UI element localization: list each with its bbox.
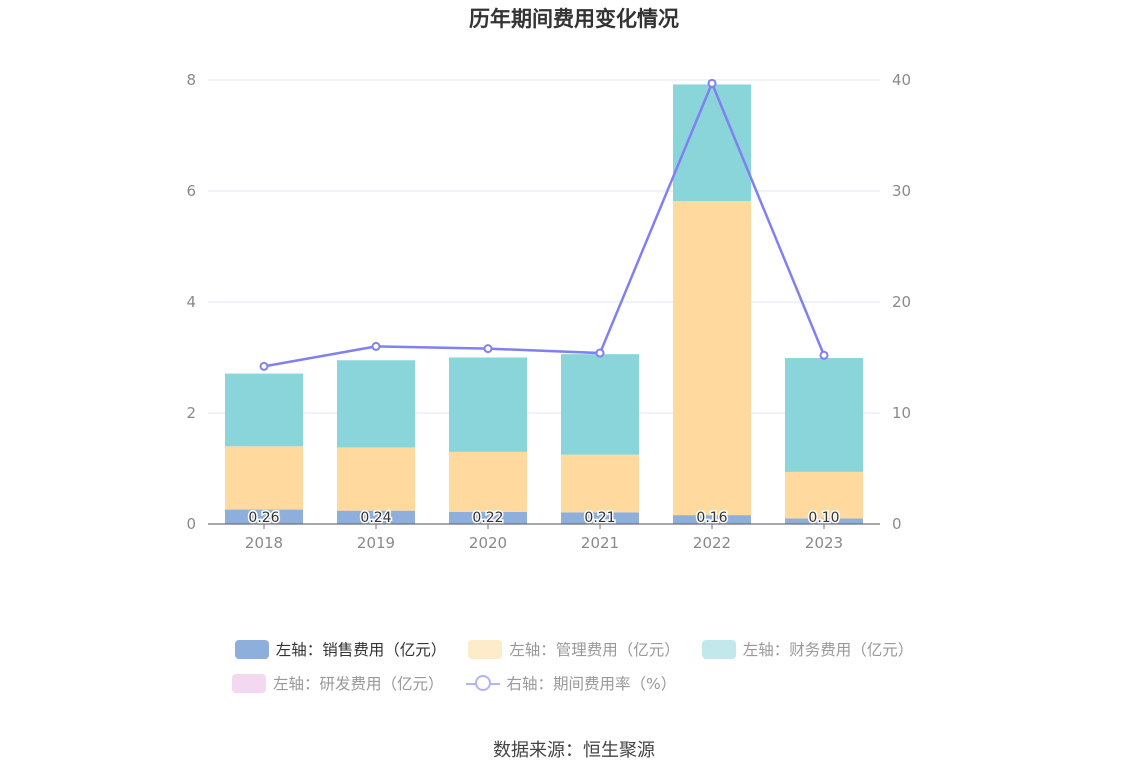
bar-data-label: 0.16 <box>696 510 727 526</box>
bar-data-label: 0.26 <box>248 510 279 526</box>
y-right-tick-label: 20 <box>892 293 911 311</box>
bar-segment <box>561 354 639 455</box>
bar-data-label: 0.10 <box>808 510 839 526</box>
legend-label-rnd: 左轴：研发费用（亿元） <box>273 675 444 693</box>
bar-segment <box>673 515 751 524</box>
legend-label-finance: 左轴：财务费用（亿元） <box>742 641 914 659</box>
bar-data-label: 0.22 <box>472 510 503 526</box>
x-tick-label: 2020 <box>469 534 507 552</box>
bar-data-label: 0.21 <box>584 510 615 526</box>
y-left-tick-label: 2 <box>186 404 196 422</box>
bar-segment <box>225 509 303 524</box>
bar-segment <box>673 84 751 201</box>
legend-swatch-sales <box>234 639 269 659</box>
bar-segment <box>337 510 415 524</box>
bar-data-label: 0.24 <box>360 510 391 526</box>
data-source: 数据来源：恒生聚源 <box>493 740 655 761</box>
bar-segment <box>785 471 863 519</box>
bar-segment <box>785 518 863 524</box>
legend-row-1: 左轴：销售费用（亿元） 左轴：管理费用（亿元） 左轴：财务费用（亿元） <box>0 638 1148 660</box>
legend-swatch-finance <box>701 639 736 659</box>
legend-row-2: 左轴：研发费用（亿元） 右轴：期间费用率（%） <box>0 672 1148 694</box>
bar-segment <box>561 454 639 513</box>
chart: 历年期间费用变化情况 0.26 0.24 0.22 0.21 0.16 0.10 0 2 4 6… <box>186 7 911 552</box>
bar-segment <box>785 358 863 472</box>
expense-rate-point <box>371 341 381 351</box>
legend-label-sales: 左轴：销售费用（亿元） <box>275 641 447 659</box>
y-right-tick-label: 0 <box>892 515 902 533</box>
x-tick-label: 2022 <box>693 534 731 552</box>
y-right-tick-label: 30 <box>892 182 911 200</box>
expense-rate-point <box>819 350 829 360</box>
chart-title: 历年期间费用变化情况 <box>469 7 679 31</box>
bar-segment <box>673 200 751 516</box>
legend-item-finance[interactable]: 左轴：财务费用（亿元） <box>701 638 914 660</box>
y-left-tick-label: 0 <box>186 515 196 533</box>
x-tick-label: 2023 <box>805 534 843 552</box>
bar-segment <box>225 373 303 447</box>
expense-rate-point <box>595 348 605 358</box>
y-right-tick-label: 40 <box>892 71 911 89</box>
legend-item-sales[interactable]: 左轴：销售费用（亿元） <box>234 638 447 660</box>
legend-item-admin[interactable]: 左轴：管理费用（亿元） <box>468 638 680 660</box>
expense-rate-point <box>259 361 269 371</box>
legend-swatch-admin <box>468 639 503 659</box>
x-tick-label: 2018 <box>245 534 283 552</box>
legend-line-icon <box>465 674 500 693</box>
expense-rate-point <box>707 78 717 88</box>
y-left-tick-label: 4 <box>186 293 196 311</box>
y-left-tick-label: 6 <box>186 182 196 200</box>
expense-rate-point <box>483 344 493 354</box>
bar-segment <box>561 512 639 524</box>
bar-segment <box>337 360 415 448</box>
legend-item-rnd[interactable]: 左轴：研发费用（亿元） <box>232 672 444 694</box>
legend-label-expense-rate: 右轴：期间费用率（%） <box>506 675 677 693</box>
x-tick-label: 2019 <box>357 534 395 552</box>
bar-segment <box>449 451 527 512</box>
bar-segment <box>337 447 415 511</box>
legend-swatch-rnd <box>232 673 266 693</box>
y-left-tick-label: 8 <box>186 71 196 89</box>
legend-label-admin: 左轴：管理费用（亿元） <box>509 641 680 659</box>
bar-segment <box>225 446 303 510</box>
bar-segment <box>449 357 527 452</box>
legend-item-expense-rate[interactable]: 右轴：期间费用率（%） <box>465 672 677 694</box>
expense-rate-line <box>263 80 826 368</box>
y-right-tick-label: 10 <box>892 404 911 422</box>
bar-segment <box>449 511 527 524</box>
x-tick-label: 2021 <box>581 534 619 552</box>
